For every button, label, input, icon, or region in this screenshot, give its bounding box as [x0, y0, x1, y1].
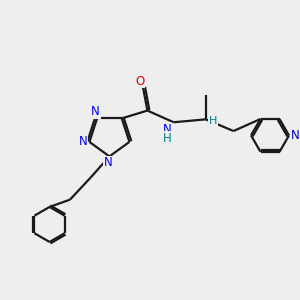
Text: N: N — [79, 135, 87, 148]
Text: N: N — [163, 123, 172, 136]
Text: O: O — [136, 75, 145, 88]
Text: H: H — [209, 116, 217, 126]
Text: H: H — [163, 132, 172, 145]
Text: N: N — [91, 106, 100, 118]
Text: N: N — [103, 156, 112, 169]
Text: N: N — [291, 129, 300, 142]
